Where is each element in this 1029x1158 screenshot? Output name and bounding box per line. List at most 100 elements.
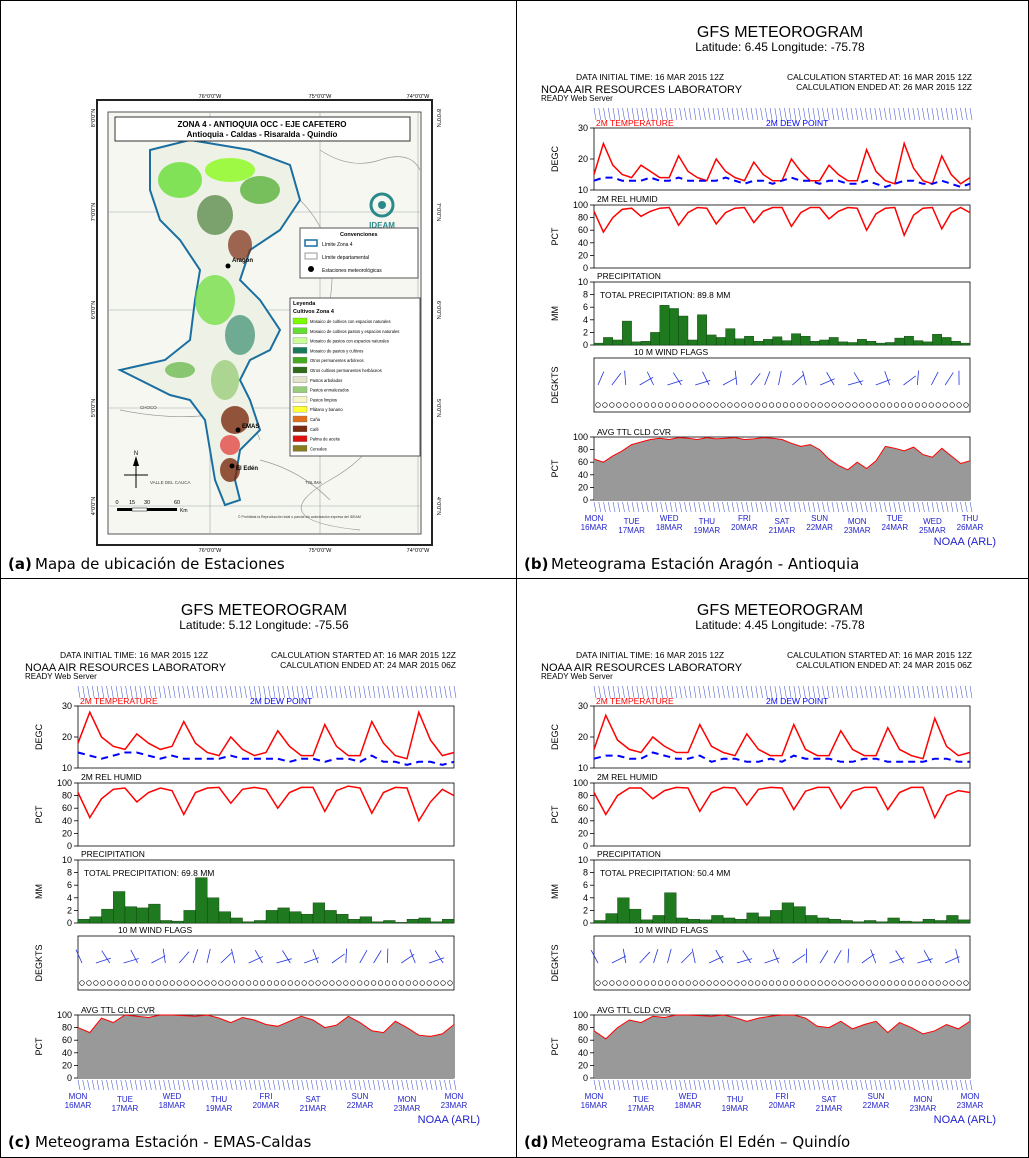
- precip-bar: [772, 336, 783, 346]
- precip-bar: [395, 922, 408, 924]
- hour-tick: [239, 685, 243, 699]
- hour-tick: [77, 1079, 81, 1091]
- wind-flag: [870, 949, 877, 964]
- hour-tick: [960, 107, 963, 121]
- scale-label: 30: [144, 500, 150, 506]
- wind-flag: [955, 948, 960, 964]
- date-label: 18MAR: [159, 1101, 186, 1110]
- logo: IDEAM: [369, 192, 395, 230]
- hour-tick: [382, 685, 385, 699]
- subplot-frame: [77, 935, 455, 991]
- wind-calm: [720, 402, 726, 408]
- wind-flag: [75, 949, 83, 964]
- hour-tick: [134, 685, 138, 699]
- caption-text: Meteograma Estación El Edén – Quindío: [551, 1133, 850, 1151]
- hour-tick: [301, 1079, 304, 1091]
- hour-tick: [622, 685, 625, 699]
- date-label: 23MAR: [844, 526, 871, 535]
- hour-tick: [111, 1079, 114, 1091]
- wind-calm: [630, 402, 636, 408]
- date-label: 18MAR: [675, 1101, 702, 1110]
- hour-tick: [765, 685, 768, 699]
- wind-calm: [287, 980, 293, 986]
- hour-tick: [712, 685, 716, 699]
- day-label: THU: [699, 517, 716, 526]
- hour-tick: [253, 1079, 257, 1091]
- hour-tick: [907, 107, 911, 121]
- wind-calm: [315, 980, 321, 986]
- wind-calm: [595, 402, 601, 408]
- hour-tick: [822, 107, 825, 121]
- date-label: 18MAR: [656, 523, 683, 532]
- hour-tick: [727, 685, 730, 699]
- precip-bar: [828, 919, 841, 924]
- date-label: 21MAR: [300, 1104, 327, 1113]
- hour-tick: [874, 1079, 878, 1091]
- legend-label: Cereales: [310, 446, 327, 451]
- hour-tick: [865, 107, 868, 121]
- hour-tick: [627, 685, 630, 699]
- precip-bar: [418, 917, 431, 924]
- wind-flag: [903, 375, 917, 386]
- hour-tick: [760, 107, 763, 121]
- subplot-label: AVG TTL CLD CVR: [597, 427, 671, 437]
- precip-bar: [723, 917, 736, 924]
- hour-tick: [941, 1079, 944, 1091]
- lon-label: 74°0'0"W: [407, 94, 430, 100]
- hour-tick: [698, 1079, 701, 1091]
- day-label: MON: [69, 1092, 88, 1101]
- hour-tick: [860, 1079, 863, 1091]
- hour-tick: [688, 685, 692, 699]
- wind-calm: [678, 402, 684, 408]
- meteogram-title: GFS METEOROGRAM: [697, 24, 863, 41]
- land-cover: [158, 158, 280, 482]
- hour-tick: [627, 501, 630, 513]
- hour-tick: [377, 685, 381, 699]
- hour-tick: [598, 501, 602, 513]
- precip-bar: [664, 892, 677, 924]
- hour-tick: [955, 1079, 958, 1091]
- hour-tick: [850, 501, 854, 513]
- precip-bar: [913, 340, 924, 346]
- hour-tick: [453, 685, 457, 699]
- hour-tick: [860, 685, 863, 699]
- y-tick-label: 0: [583, 841, 588, 851]
- wind-calm: [364, 980, 370, 986]
- hour-tick: [746, 1079, 749, 1091]
- hour-tick: [665, 501, 668, 513]
- convention-label: Límite departamental: [322, 255, 369, 261]
- wind-calm: [782, 402, 789, 408]
- wind-calm: [942, 980, 948, 986]
- wind-flag: [826, 372, 835, 386]
- wind-calm: [935, 980, 941, 986]
- hour-tick: [826, 1079, 830, 1091]
- hour-tick: [850, 1079, 854, 1091]
- hour-tick: [760, 501, 763, 513]
- wind-calm: [963, 402, 969, 408]
- hour-tick: [969, 107, 973, 121]
- convention-label: Límite Zona 4: [322, 242, 353, 248]
- hour-tick: [158, 685, 162, 699]
- meteogram-title: GFS METEOROGRAM: [181, 602, 347, 619]
- hour-tick: [420, 685, 423, 699]
- legend-label: Otros permanentes arbóreos: [310, 358, 364, 363]
- hour-tick: [736, 1079, 740, 1091]
- precip-bar: [650, 332, 661, 346]
- hour-tick: [87, 1079, 90, 1091]
- wind-calm: [322, 980, 328, 986]
- hour-tick: [812, 1079, 816, 1091]
- hour-tick: [396, 1079, 400, 1091]
- wind-calm: [768, 402, 775, 408]
- server-name: READY Web Server: [541, 94, 613, 103]
- wind-calm: [817, 980, 823, 986]
- y-axis-label: PCT: [550, 459, 560, 478]
- convention-swatch: [308, 266, 314, 272]
- y-axis-label: MM: [550, 306, 560, 321]
- wind-flag: [734, 370, 738, 386]
- hour-tick: [225, 685, 228, 699]
- wind-calm: [748, 980, 754, 986]
- wind-calm: [824, 980, 830, 986]
- hour-tick: [368, 685, 371, 699]
- hour-tick: [746, 501, 749, 513]
- hour-tick: [727, 501, 730, 513]
